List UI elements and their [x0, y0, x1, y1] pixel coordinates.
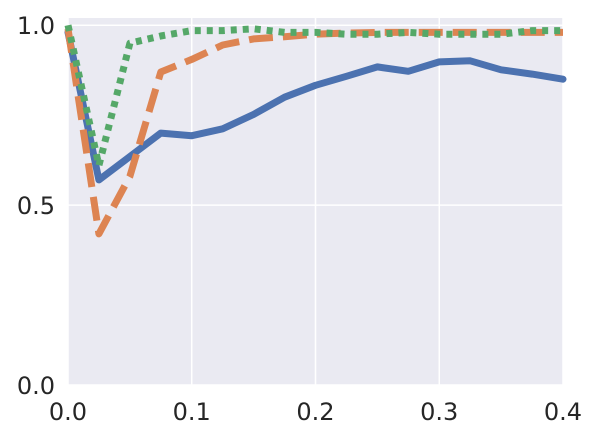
series-line-3	[64, 24, 563, 169]
series-line-2	[64, 28, 563, 238]
x-tick-label: 0.3	[420, 398, 458, 426]
x-tick-label: 0.0	[49, 398, 87, 426]
grid-lines	[67, 18, 564, 386]
series-lines	[64, 24, 567, 238]
x-tick-labels: 0.0 0.1 0.2 0.3 0.4	[49, 398, 582, 426]
x-tick-label: 0.2	[296, 398, 334, 426]
y-tick-label: 1.0	[17, 12, 55, 40]
y-tick-label: 0.5	[17, 192, 55, 220]
x-tick-label: 0.4	[544, 398, 582, 426]
x-tick-label: 0.1	[173, 398, 211, 426]
y-tick-labels: 0.0 0.5 1.0	[17, 12, 55, 400]
series-line-1	[64, 28, 567, 184]
y-tick-label: 0.0	[17, 372, 55, 400]
